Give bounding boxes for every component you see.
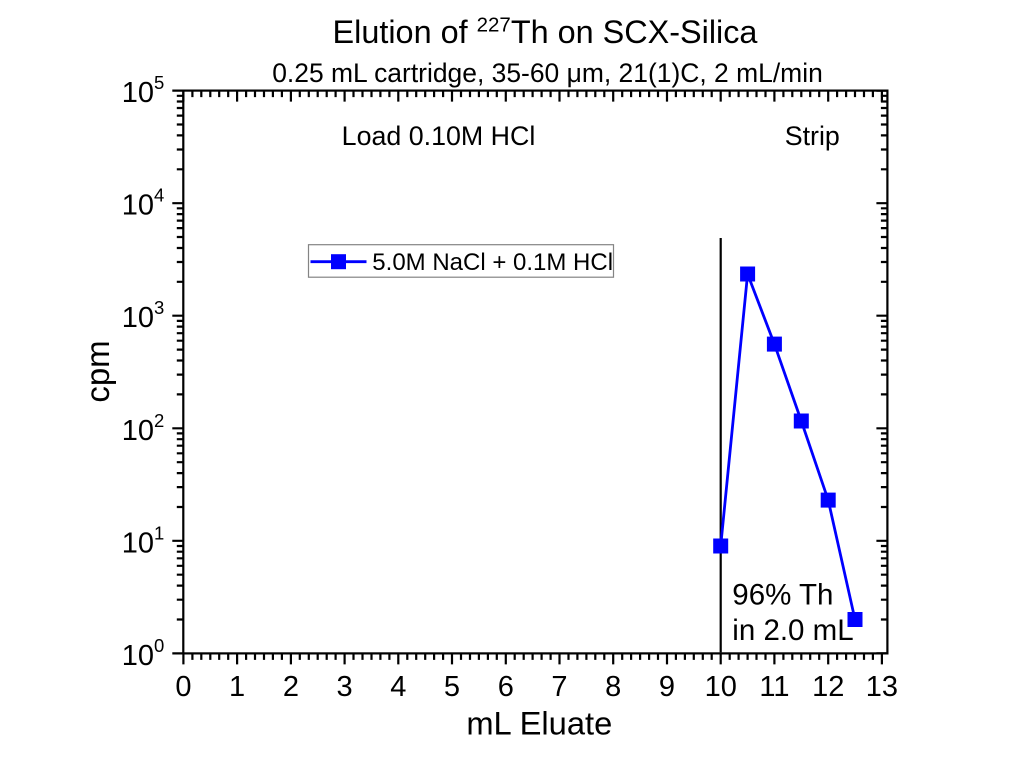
svg-text:11: 11	[759, 671, 789, 703]
svg-text:10: 10	[705, 671, 737, 703]
svg-text:3: 3	[337, 671, 353, 703]
svg-text:9: 9	[659, 671, 675, 703]
svg-text:1: 1	[229, 671, 245, 703]
svg-text:cpm: cpm	[79, 340, 116, 402]
svg-text:0.25 mL cartridge, 35-60 μm, 2: 0.25 mL cartridge, 35-60 μm, 21(1)C, 2 m…	[272, 58, 823, 88]
svg-text:mL Eluate: mL Eluate	[466, 704, 612, 741]
svg-text:96% Th: 96% Th	[732, 579, 833, 612]
svg-text:7: 7	[551, 671, 567, 703]
svg-text:Strip: Strip	[785, 121, 840, 151]
svg-text:5.0M NaCl + 0.1M HCl: 5.0M NaCl + 0.1M HCl	[372, 249, 613, 276]
svg-text:6: 6	[498, 671, 514, 703]
svg-text:5: 5	[444, 671, 460, 703]
svg-text:8: 8	[605, 671, 621, 703]
svg-text:Load 0.10M HCl: Load 0.10M HCl	[342, 121, 536, 151]
svg-text:Elution of 227Th on SCX-Silica: Elution of 227Th on SCX-Silica	[333, 13, 759, 50]
svg-text:4: 4	[390, 671, 406, 703]
svg-text:103: 103	[122, 297, 165, 334]
svg-text:0: 0	[175, 671, 191, 703]
svg-text:in 2.0 mL: in 2.0 mL	[732, 614, 853, 647]
svg-text:2: 2	[283, 671, 299, 703]
svg-text:100: 100	[122, 635, 165, 672]
svg-text:12: 12	[812, 671, 844, 703]
svg-text:13: 13	[866, 671, 898, 703]
